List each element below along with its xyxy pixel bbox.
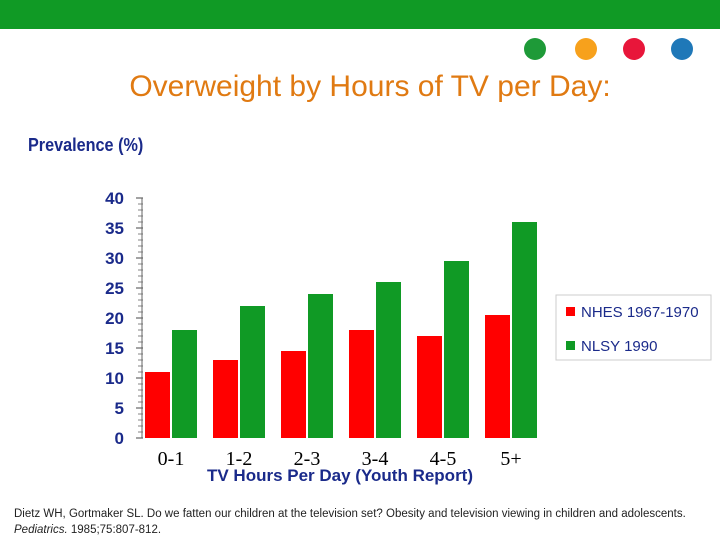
bar-nlsy-3-4 xyxy=(376,282,401,438)
bar-nlsy-0-1 xyxy=(172,330,197,438)
red-dot-icon xyxy=(623,38,645,60)
bar-nlsy-4-5 xyxy=(444,261,469,438)
green-dot-icon xyxy=(524,38,546,60)
legend-box xyxy=(555,294,712,361)
top-accent-bar xyxy=(0,0,720,29)
plot-area xyxy=(142,198,540,438)
bar-nhes-2-3 xyxy=(281,351,306,438)
x-tick-label: 5+ xyxy=(500,448,521,470)
y-tick-label: 15 xyxy=(105,339,124,358)
y-tick-label: 25 xyxy=(105,279,124,298)
citation-line: Dietz WH, Gortmaker SL. Do we fatten our… xyxy=(14,508,686,520)
orange-dot-icon xyxy=(575,38,597,60)
legend-label: NLSY 1990 xyxy=(581,338,657,355)
y-axis-label: Prevalence (%) xyxy=(28,135,144,155)
bar-nhes-5+ xyxy=(485,315,510,438)
y-tick-label: 0 xyxy=(115,429,124,448)
bar-nlsy-5+ xyxy=(512,222,537,438)
x-tick-label: 2-3 xyxy=(294,448,321,470)
citation-journal: Pediatrics. xyxy=(14,524,68,536)
legend-swatch-nlsy xyxy=(566,341,575,350)
bar-nhes-1-2 xyxy=(213,360,238,438)
citation-details: 1985;75:807-812. xyxy=(67,524,162,536)
citation: Dietz WH, Gortmaker SL. Do we fatten our… xyxy=(14,506,714,538)
x-tick-label: 3-4 xyxy=(362,448,389,470)
bar-nhes-3-4 xyxy=(349,330,374,438)
y-tick-label: 40 xyxy=(105,189,124,208)
y-tick-label: 35 xyxy=(105,219,124,238)
legend-label: NHES 1967-1970 xyxy=(581,304,699,321)
x-axis-title: TV Hours Per Day (Youth Report) xyxy=(207,466,473,485)
blue-dot-icon xyxy=(671,38,693,60)
bar-nhes-0-1 xyxy=(145,372,170,438)
x-tick-label: 0-1 xyxy=(158,448,185,470)
bar-nlsy-1-2 xyxy=(240,306,265,438)
y-tick-label: 30 xyxy=(105,249,124,268)
x-tick-label: 4-5 xyxy=(430,448,457,470)
bar-nlsy-2-3 xyxy=(308,294,333,438)
y-tick-label: 5 xyxy=(115,399,124,418)
x-tick-label: 1-2 xyxy=(226,448,253,470)
legend-swatch-nhes xyxy=(566,307,575,316)
slide-title: Overweight by Hours of TV per Day: xyxy=(129,70,611,103)
y-tick-label: 20 xyxy=(105,309,124,328)
y-tick-label: 10 xyxy=(105,369,124,388)
bar-nhes-4-5 xyxy=(417,336,442,438)
